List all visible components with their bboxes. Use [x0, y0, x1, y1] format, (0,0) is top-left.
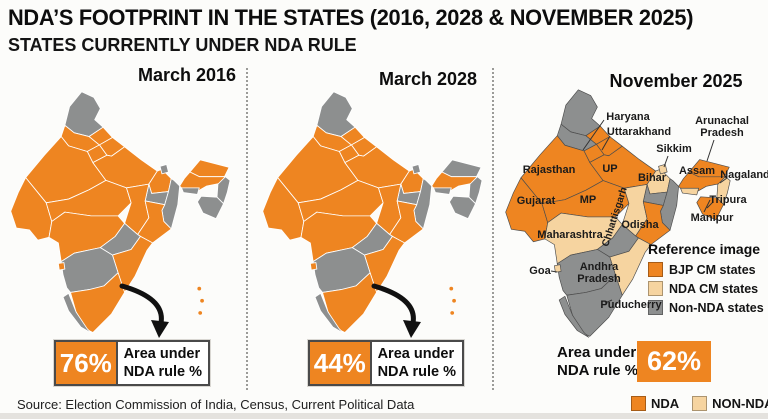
- state-arunachal: [441, 159, 482, 178]
- bottom-legend-item: NON-NDA: [692, 396, 768, 411]
- state-tripura: [196, 195, 224, 220]
- panel-label-november-2025: November 2025: [609, 71, 743, 91]
- panel-label-march-2028: March 2028: [378, 69, 478, 89]
- bjp-swatch-icon: [631, 396, 646, 411]
- island-dot: [200, 298, 204, 303]
- state-kerala: [558, 295, 590, 338]
- state-sikkim: [159, 164, 169, 175]
- reference-legend-label: Non-NDA states: [669, 300, 764, 315]
- bjp-swatch-icon: [648, 262, 663, 277]
- state-tripura: [448, 195, 476, 220]
- state-meghalaya: [680, 187, 700, 196]
- main-title: NDA’S FOOTPRINT IN THE STATES (2016, 202…: [8, 5, 694, 30]
- state-odisha: [389, 200, 424, 244]
- stat-box-2016: 76% Area under NDA rule %: [54, 340, 210, 386]
- reference-legend-label: BJP CM states: [669, 262, 756, 277]
- subtitle: STATES CURRENTLY UNDER NDA RULE: [8, 35, 357, 55]
- state-goa: [309, 262, 318, 271]
- state-sikkim: [411, 164, 421, 175]
- stat-value-2025: 62%: [637, 341, 711, 382]
- source-text: Source: Election Commission of India, Ce…: [17, 397, 415, 412]
- island-dot: [450, 311, 455, 315]
- india-map-march-2016: [10, 91, 231, 334]
- stat-caption-2016-line2: NDA rule %: [123, 364, 202, 380]
- panel-label-march-2016: March 2016: [137, 65, 237, 85]
- panel-divider-1: [246, 68, 248, 390]
- nda-swatch-icon: [648, 281, 663, 296]
- state-meghalaya: [433, 187, 452, 195]
- state-meghalaya: [181, 187, 200, 195]
- island-dot: [197, 286, 202, 291]
- stat-box-2028: 44% Area under NDA rule %: [308, 340, 464, 386]
- bottom-legend-label: NON-NDA: [712, 396, 768, 411]
- stat-caption-2028-line1: Area under: [377, 345, 455, 362]
- island-dot: [452, 298, 456, 303]
- stat-value-2028: 44%: [310, 342, 372, 384]
- bottom-strip: [0, 413, 768, 419]
- reference-legend-item: NDA CM states: [648, 281, 764, 296]
- bottom-legend-label: NDA: [651, 396, 680, 411]
- bottom-legend: NDA NON-NDA: [631, 396, 768, 411]
- bottom-legend-item: NDA: [631, 396, 679, 411]
- stat-caption-2016-line1: Area under: [123, 345, 201, 362]
- island-dot: [449, 286, 454, 291]
- arrow-to-2016-stat: [119, 283, 169, 338]
- state-kerala: [314, 292, 345, 334]
- panel-divider-2: [492, 68, 494, 390]
- state-goa: [554, 264, 562, 273]
- state-kerala: [62, 292, 93, 334]
- reference-legend-label: NDA CM states: [669, 281, 759, 296]
- state-arunachal: [189, 159, 230, 178]
- state-tripura: [696, 196, 724, 221]
- arrow-to-2028-stat: [371, 283, 421, 338]
- stat-caption-2016: Area under NDA rule %: [118, 342, 208, 384]
- stat-caption-2028-line2: NDA rule %: [377, 364, 456, 380]
- reference-legend-item: BJP CM states: [648, 262, 764, 277]
- state-odisha: [635, 201, 671, 245]
- reference-legend-title: Reference image: [648, 241, 761, 257]
- reference-legend-item: Non-NDA states: [648, 300, 764, 315]
- state-sikkim: [658, 164, 668, 175]
- stat-caption-2028: Area under NDA rule %: [372, 342, 462, 384]
- state-odisha: [137, 200, 172, 244]
- stat-value-2016: 76%: [56, 342, 118, 384]
- reference-legend: Reference image BJP CM states NDA CM stat…: [648, 241, 764, 319]
- stat-caption-2025-line2: NDA rule %: [557, 362, 639, 380]
- non-swatch-icon: [648, 300, 663, 315]
- reference-legend-items: BJP CM states NDA CM states Non-NDA states: [648, 262, 764, 315]
- state-goa: [57, 262, 66, 271]
- nda-swatch-icon: [692, 396, 708, 411]
- state-arunachal: [688, 159, 730, 178]
- island-dot: [198, 311, 203, 315]
- stat-caption-2025: Area under NDA rule %: [557, 344, 638, 381]
- stat-caption-2025-line1: Area under: [557, 344, 637, 361]
- india-map-march-2028: [262, 91, 483, 334]
